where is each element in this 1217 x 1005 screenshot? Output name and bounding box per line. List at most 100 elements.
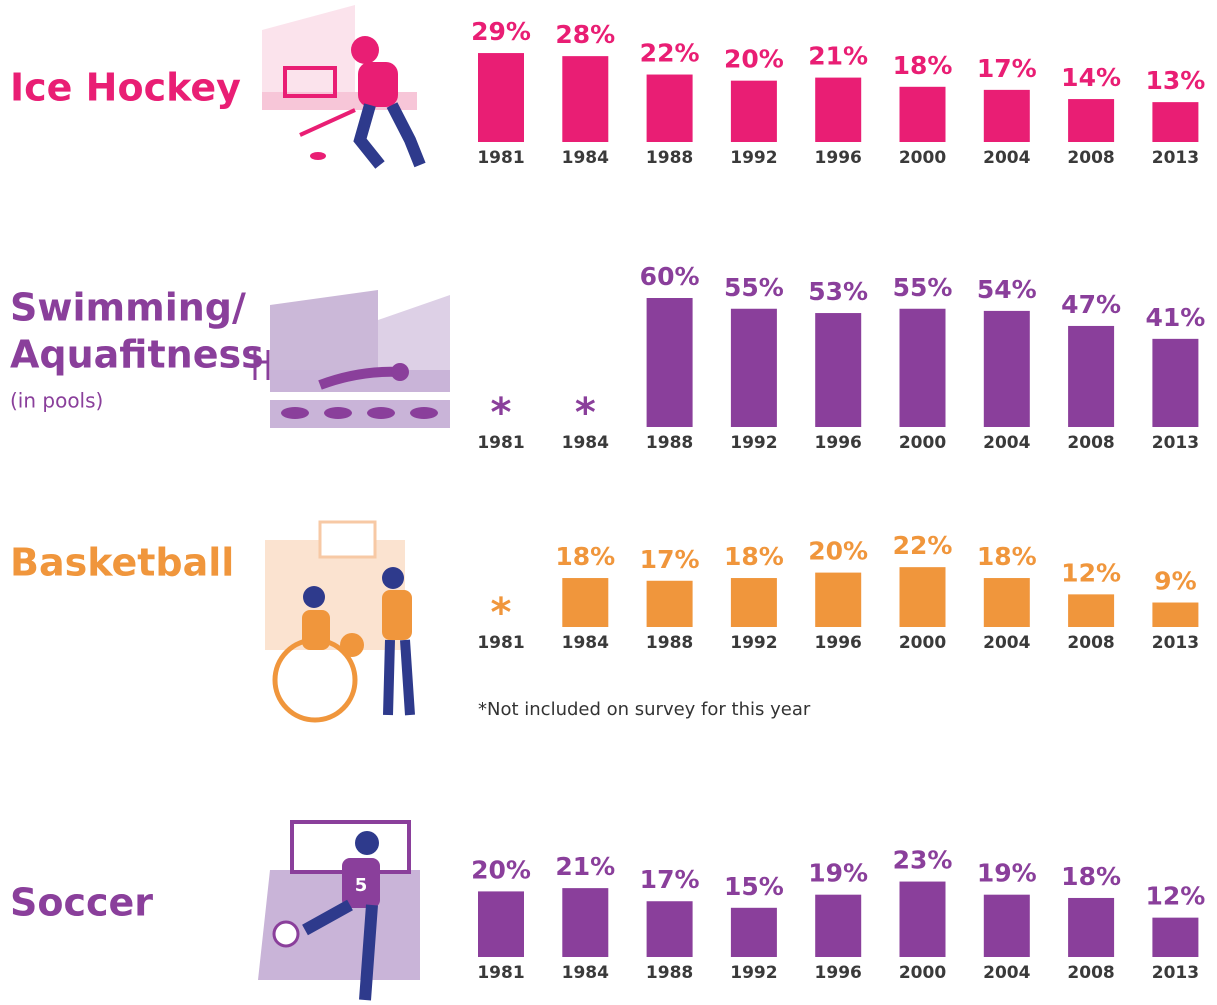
basketball-illustration <box>265 520 415 723</box>
bar <box>899 86 946 142</box>
x-tick-label: 2013 <box>1152 633 1199 653</box>
value-label: 20% <box>724 45 784 74</box>
x-tick-label: 1988 <box>646 963 693 983</box>
bar <box>730 308 777 427</box>
bar <box>1068 897 1115 957</box>
value-label: 20% <box>808 537 868 566</box>
value-label: 18% <box>977 542 1037 571</box>
bar <box>646 901 693 957</box>
bar <box>646 74 693 142</box>
x-tick-label: 1996 <box>815 633 862 653</box>
value-label: 20% <box>471 855 531 884</box>
value-label: 17% <box>640 865 700 894</box>
value-label: 22% <box>893 531 953 560</box>
x-tick-label: 2000 <box>899 148 946 168</box>
bar <box>1152 338 1199 427</box>
x-tick-label: 2004 <box>983 433 1030 453</box>
bar <box>1068 594 1115 627</box>
value-label: 23% <box>893 846 953 875</box>
x-tick-label: 2004 <box>983 148 1030 168</box>
x-tick-label: 2013 <box>1152 148 1199 168</box>
footnote: *Not included on survey for this year <box>478 699 811 720</box>
value-label: 54% <box>977 275 1037 304</box>
x-tick-label: 1988 <box>646 433 693 453</box>
value-label: 28% <box>555 20 615 49</box>
bar <box>899 881 946 957</box>
swimming-illustration <box>253 290 450 428</box>
x-tick-label: 2008 <box>1067 633 1114 653</box>
chart-title: Swimming/ <box>10 286 246 330</box>
value-label: 19% <box>808 859 868 888</box>
x-tick-label: 1992 <box>730 633 777 653</box>
x-tick-label: 1996 <box>815 963 862 983</box>
bar <box>478 891 524 957</box>
bar <box>815 894 862 957</box>
missing-marker: * <box>491 390 512 436</box>
bar <box>1152 602 1199 627</box>
bar <box>562 56 609 143</box>
x-tick-label: 1984 <box>562 633 609 653</box>
value-label: 22% <box>640 39 700 68</box>
value-label: 14% <box>1061 63 1121 92</box>
value-label: 60% <box>640 262 700 291</box>
value-label: 12% <box>1145 882 1205 911</box>
bar <box>1068 325 1115 427</box>
value-label: 9% <box>1154 567 1196 596</box>
value-label: 17% <box>977 54 1037 83</box>
chart-title: Soccer <box>10 881 153 925</box>
x-tick-label: 1984 <box>562 963 609 983</box>
value-label: 18% <box>1061 862 1121 891</box>
svg-text:5: 5 <box>355 875 368 896</box>
bar <box>815 77 862 142</box>
soccer-illustration: 5 <box>258 820 420 1001</box>
value-label: 19% <box>977 859 1037 888</box>
bar <box>983 894 1030 957</box>
x-tick-label: 1996 <box>815 433 862 453</box>
x-tick-label: 1996 <box>815 148 862 168</box>
missing-marker: * <box>575 390 596 436</box>
chart-title: Aquafitness <box>10 333 264 377</box>
x-tick-label: 1981 <box>477 963 524 983</box>
bar <box>646 580 693 627</box>
x-tick-label: 2008 <box>1067 433 1114 453</box>
bar <box>899 308 946 427</box>
bar <box>1152 917 1199 957</box>
missing-marker: * <box>491 590 512 636</box>
x-tick-label: 1981 <box>477 633 524 653</box>
bar <box>983 578 1030 627</box>
x-tick-label: 2004 <box>983 633 1030 653</box>
bar <box>730 80 777 142</box>
x-tick-label: 2013 <box>1152 433 1199 453</box>
x-tick-label: 1992 <box>730 963 777 983</box>
x-tick-label: 1988 <box>646 633 693 653</box>
x-tick-label: 1981 <box>477 433 524 453</box>
chart-subtitle: (in pools) <box>10 389 103 413</box>
bar <box>730 578 777 627</box>
chart-title: Basketball <box>10 541 234 585</box>
bar <box>1152 102 1199 142</box>
bar <box>983 89 1030 142</box>
x-tick-label: 1984 <box>562 148 609 168</box>
bar <box>899 567 946 627</box>
value-label: 53% <box>808 277 868 306</box>
bar <box>1068 99 1115 142</box>
hockey-illustration <box>262 5 426 169</box>
x-tick-label: 1984 <box>562 433 609 453</box>
value-label: 29% <box>471 17 531 46</box>
x-tick-label: 2000 <box>899 633 946 653</box>
value-label: 41% <box>1145 303 1205 332</box>
bar <box>815 313 862 427</box>
value-label: 55% <box>724 273 784 302</box>
bar <box>646 298 693 427</box>
value-label: 12% <box>1061 558 1121 587</box>
bar <box>478 53 524 142</box>
value-label: 21% <box>808 42 868 71</box>
value-label: 18% <box>724 542 784 571</box>
x-tick-label: 2008 <box>1067 963 1114 983</box>
x-tick-label: 1981 <box>477 148 524 168</box>
x-tick-label: 1992 <box>730 433 777 453</box>
bar <box>983 310 1030 427</box>
bar <box>562 578 609 627</box>
value-label: 18% <box>555 542 615 571</box>
